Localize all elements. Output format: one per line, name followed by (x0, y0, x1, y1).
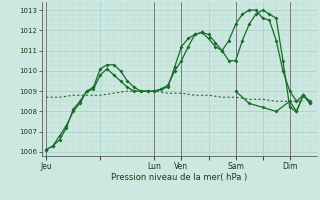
X-axis label: Pression niveau de la mer( hPa ): Pression niveau de la mer( hPa ) (111, 173, 247, 182)
